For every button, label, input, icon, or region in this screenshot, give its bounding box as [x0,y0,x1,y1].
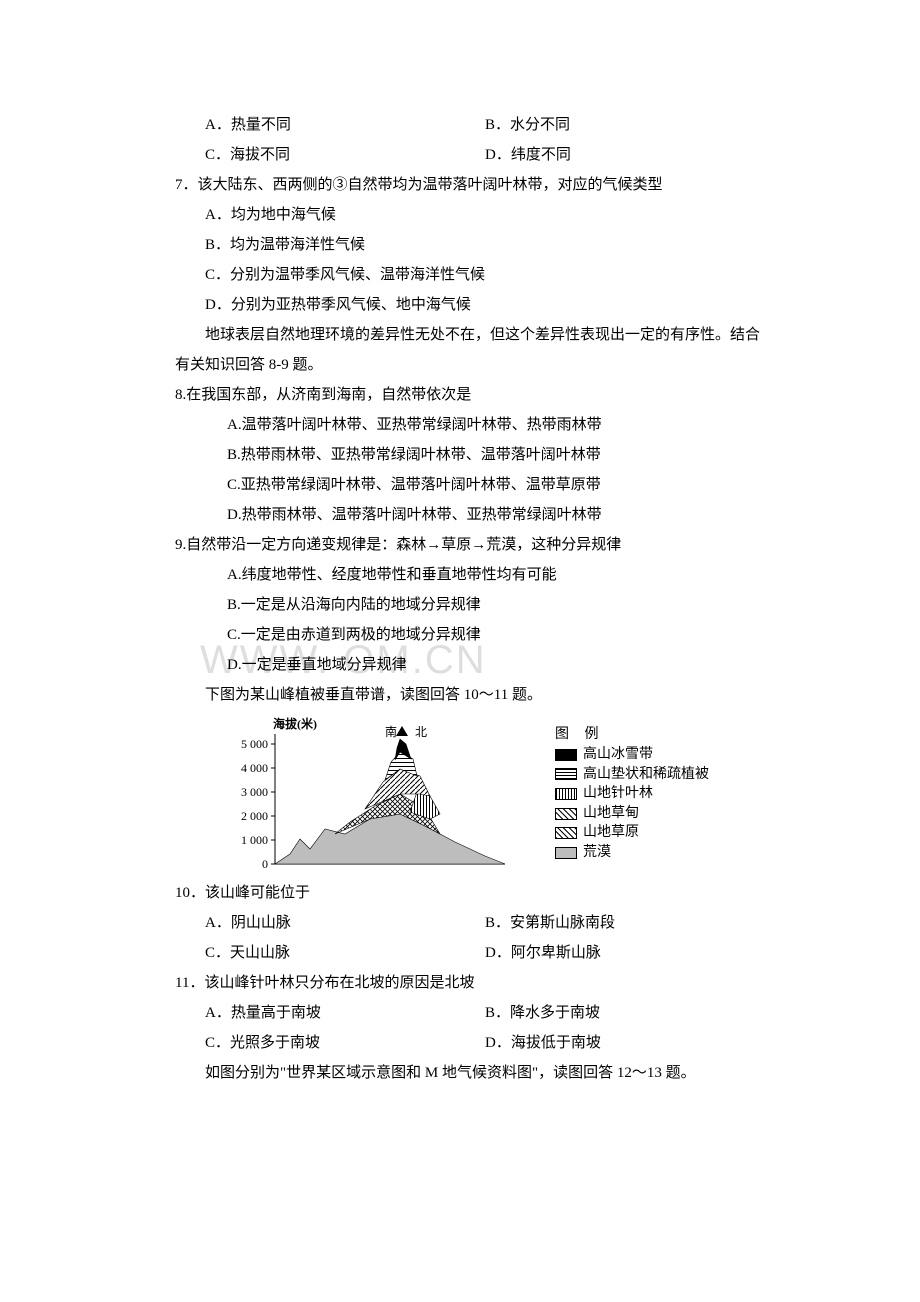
y-axis-label: 海拔(米) [273,716,317,731]
passage-8-9: 地球表层自然地理环境的差异性无处不在，但这个差异性表现出一定的有序性。结合有关知… [175,320,765,380]
q8-option-a: A.温带落叶阔叶林带、亚热带常绿阔叶林带、热带雨林带 [175,410,765,440]
swatch-icon [555,768,577,780]
q10-option-d: D．阿尔卑斯山脉 [485,938,765,968]
q11-option-b: B．降水多于南坡 [485,998,765,1028]
legend-label: 高山垫状和稀疏植被 [583,765,709,785]
figure-intro: 下图为某山峰植被垂直带谱，读图回答 10～11 题。 [175,680,765,710]
q11-option-c: C．光照多于南坡 [205,1028,485,1058]
q7-stem: 7．该大陆东、西两侧的③自然带均为温带落叶阔叶林带，对应的气候类型 [175,170,765,200]
legend-item: 高山冰雪带 [555,745,709,765]
q11-option-d: D．海拔低于南坡 [485,1028,765,1058]
mountain-chart: 海拔(米) 0 1 000 2 000 3 000 4 000 5 000 [225,714,515,874]
q10-option-b: B．安第斯山脉南段 [485,908,765,938]
legend-item: 山地草原 [555,823,709,843]
q7-option-d: D．分别为亚热带季风气候、地中海气候 [175,290,765,320]
q7-option-a: A．均为地中海气候 [175,200,765,230]
legend-item: 高山垫状和稀疏植被 [555,765,709,785]
q10-option-c: C．天山山脉 [205,938,485,968]
legend-item: 荒漠 [555,843,709,863]
q6-options-row2: C．海拔不同 D．纬度不同 [175,140,765,170]
q6-option-b: B．水分不同 [485,110,765,140]
q8-option-c: C.亚热带常绿阔叶林带、温带落叶阔叶林带、温带草原带 [175,470,765,500]
q8-option-b: B.热带雨林带、亚热带常绿阔叶林带、温带落叶阔叶林带 [175,440,765,470]
y-ticks: 0 1 000 2 000 3 000 4 000 5 000 [241,737,275,871]
q8-stem: 8.在我国东部，从济南到海南，自然带依次是 [175,380,765,410]
q11-stem: 11．该山峰针叶林只分布在北坡的原因是北坡 [175,968,765,998]
q9-stem: 9.自然带沿一定方向递变规律是：森林→草原→荒漠，这种分异规律 [175,530,765,560]
svg-text:2 000: 2 000 [241,809,268,823]
q9-option-d: D.一定是垂直地域分异规律 [175,650,765,680]
q9-option-c: C.一定是由赤道到两极的地域分异规律 [175,620,765,650]
swatch-icon [555,847,577,859]
q10-option-a: A．阴山山脉 [205,908,485,938]
svg-text:4 000: 4 000 [241,761,268,775]
q6-option-d: D．纬度不同 [485,140,765,170]
swatch-icon [555,808,577,820]
q6-option-a: A．热量不同 [205,110,485,140]
svg-text:1 000: 1 000 [241,833,268,847]
q11-options-row2: C．光照多于南坡 D．海拔低于南坡 [175,1028,765,1058]
q10-stem: 10．该山峰可能位于 [175,878,765,908]
legend-item: 山地针叶林 [555,784,709,804]
q6-option-c: C．海拔不同 [205,140,485,170]
swatch-icon [555,827,577,839]
q9-option-a: A.纬度地带性、经度地带性和垂直地带性均有可能 [175,560,765,590]
legend-label: 荒漠 [583,843,611,863]
svg-text:0: 0 [262,857,268,871]
legend-label: 山地草甸 [583,804,639,824]
page-content: A．热量不同 B．水分不同 C．海拔不同 D．纬度不同 7．该大陆东、西两侧的③… [175,110,765,1088]
q9-option-b: B.一定是从沿海向内陆的地域分异规律 [175,590,765,620]
legend-title: 图 例 [555,725,709,745]
legend: 图 例 高山冰雪带 高山垫状和稀疏植被 山地针叶林 山地草甸 山地草原 荒漠 [555,725,709,862]
q7-option-b: B．均为温带海洋性气候 [175,230,765,260]
north-label: 北 [415,725,427,739]
q11-option-a: A．热量高于南坡 [205,998,485,1028]
svg-text:3 000: 3 000 [241,785,268,799]
legend-label: 高山冰雪带 [583,745,653,765]
q11-options-row1: A．热量高于南坡 B．降水多于南坡 [175,998,765,1028]
legend-label: 山地草原 [583,823,639,843]
q7-option-c: C．分别为温带季风气候、温带海洋性气候 [175,260,765,290]
q10-options-row2: C．天山山脉 D．阿尔卑斯山脉 [175,938,765,968]
south-label: 南 [385,724,397,739]
swatch-icon [555,788,577,800]
legend-label: 山地针叶林 [583,784,653,804]
q6-options-row1: A．热量不同 B．水分不同 [175,110,765,140]
q8-option-d: D.热带雨林带、温带落叶阔叶林带、亚热带常绿阔叶林带 [175,500,765,530]
q10-options-row1: A．阴山山脉 B．安第斯山脉南段 [175,908,765,938]
passage-12-13: 如图分别为"世界某区域示意图和 M 地气候资料图"，读图回答 12～13 题。 [175,1058,765,1088]
svg-text:5 000: 5 000 [241,737,268,751]
swatch-icon [555,749,577,761]
legend-item: 山地草甸 [555,804,709,824]
figure-10-11: 海拔(米) 0 1 000 2 000 3 000 4 000 5 000 [175,714,765,874]
